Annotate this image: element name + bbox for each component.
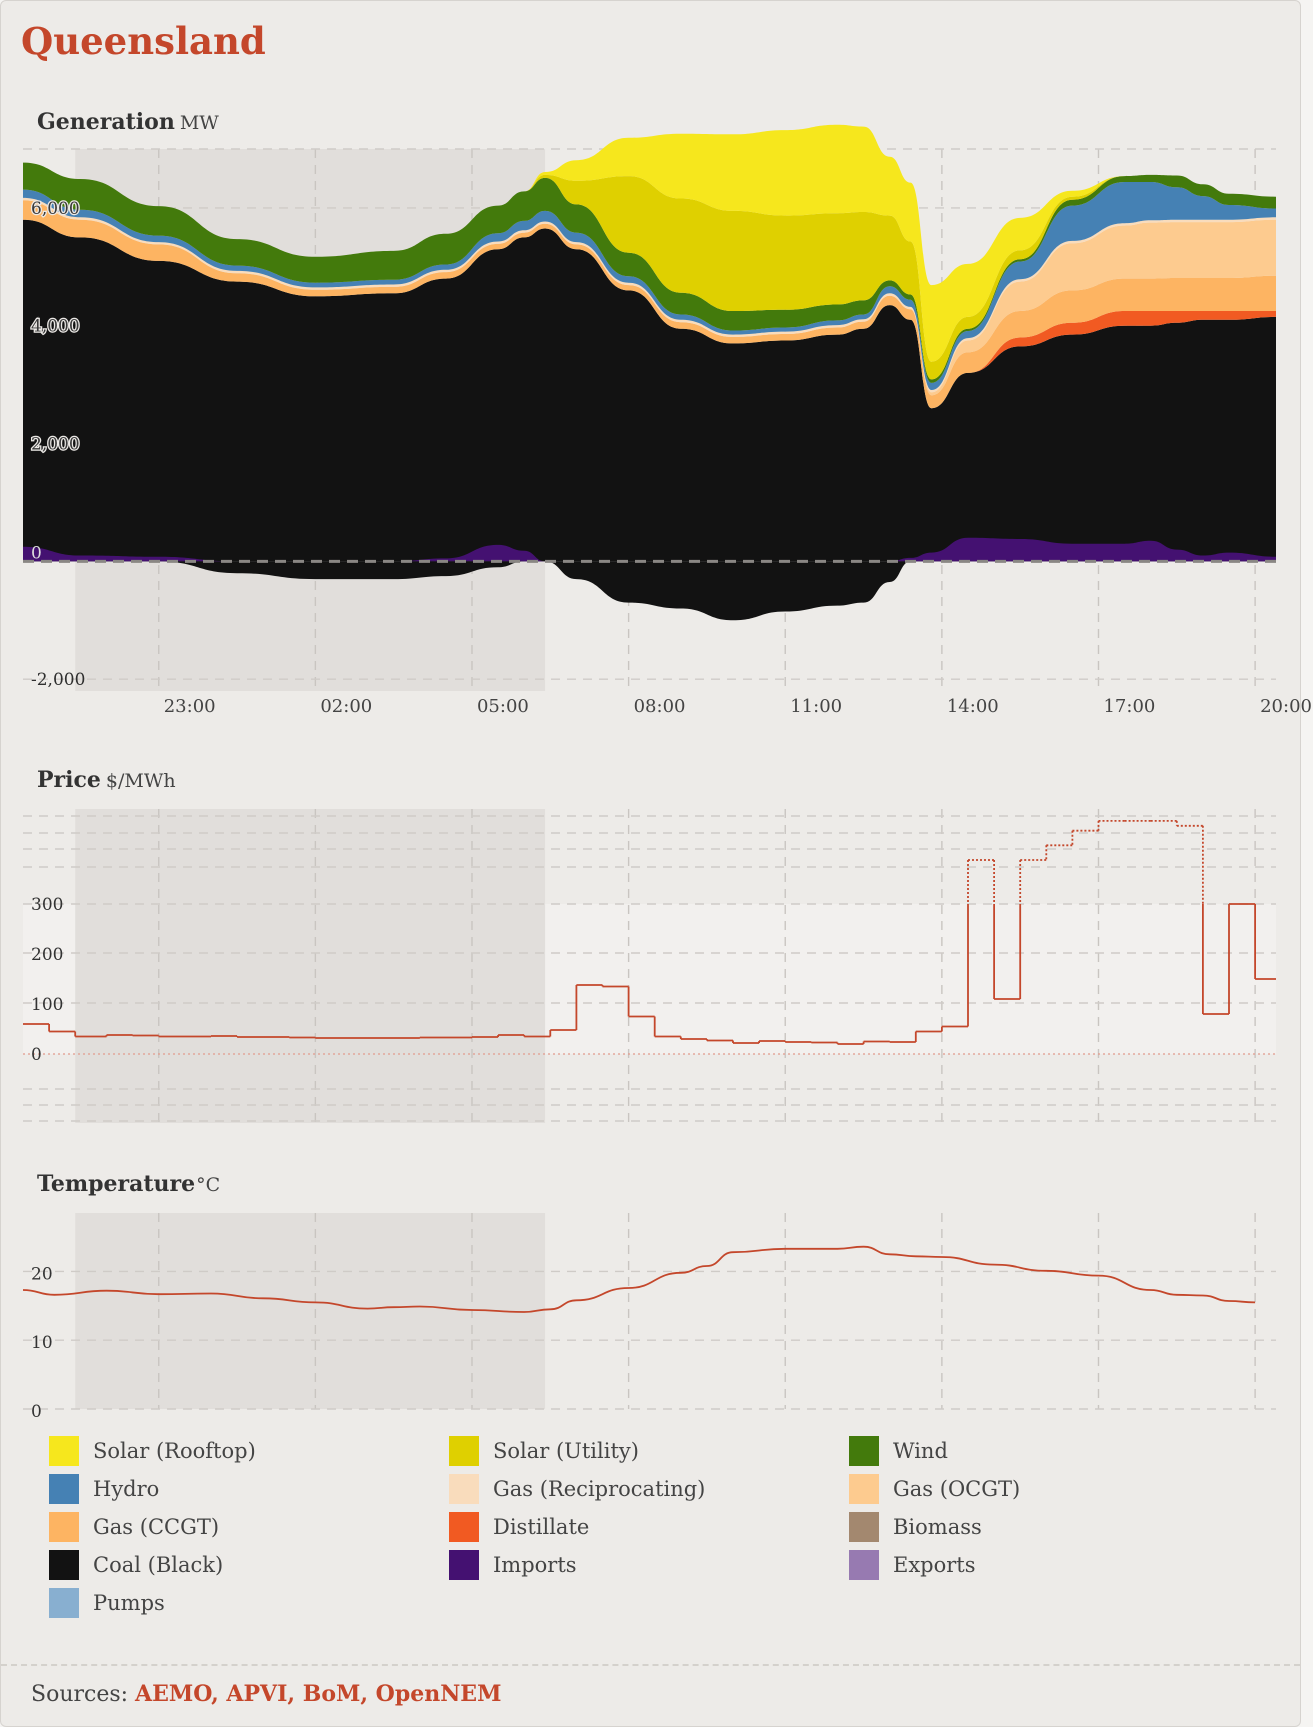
legend-label: Distillate bbox=[493, 1515, 590, 1539]
series-hydro-area bbox=[23, 182, 1276, 390]
legend-item[interactable]: Exports bbox=[849, 1549, 976, 1581]
sources-label: Sources: bbox=[31, 1682, 129, 1707]
series-coal-black-area bbox=[23, 219, 1276, 562]
price-chart-title: Price $/MWh bbox=[37, 767, 176, 793]
series-gas-ocgt-area bbox=[23, 200, 1276, 396]
generation-x-tick-label: 23:00 bbox=[164, 696, 216, 717]
sources: Sources: AEMO, APVI, BoM, OpenNEM bbox=[31, 1681, 501, 1707]
legend-item[interactable]: Imports bbox=[449, 1549, 577, 1581]
legend-item[interactable]: Coal (Black) bbox=[49, 1549, 223, 1581]
legend-swatch bbox=[849, 1474, 879, 1504]
legend-swatch bbox=[849, 1512, 879, 1542]
legend-swatch bbox=[49, 1588, 79, 1618]
generation-x-tick-label: 11:00 bbox=[790, 696, 842, 717]
generation-y-tick-label: 6,000 bbox=[31, 199, 80, 219]
legend-swatch bbox=[449, 1436, 479, 1466]
generation-title-text: Generation bbox=[37, 109, 175, 135]
legend-item[interactable]: Solar (Utility) bbox=[449, 1435, 639, 1467]
legend-item[interactable]: Hydro bbox=[49, 1473, 159, 1505]
price-y-tick-label: 200 bbox=[31, 945, 63, 965]
legend-label: Biomass bbox=[893, 1515, 982, 1539]
series-exports-area bbox=[23, 561, 1276, 621]
temperature-y-tick-label: 20 bbox=[31, 1264, 53, 1284]
legend-label: Exports bbox=[893, 1553, 976, 1577]
legend-label: Gas (CCGT) bbox=[93, 1515, 220, 1539]
price-unit: $/MWh bbox=[105, 770, 176, 792]
generation-chart-title: Generation MW bbox=[37, 109, 219, 135]
legend-swatch bbox=[49, 1474, 79, 1504]
series-solar-utility-area bbox=[23, 162, 1276, 380]
series-solar-rooftop-area bbox=[23, 124, 1276, 362]
generation-x-tick-label: 14:00 bbox=[947, 696, 999, 717]
legend-label: Gas (OCGT) bbox=[893, 1477, 1021, 1501]
legend-item[interactable]: Biomass bbox=[849, 1511, 982, 1543]
generation-x-tick-label: 17:00 bbox=[1103, 696, 1155, 717]
legend: Solar (Rooftop) Solar (Utility) Wind Hydro G… bbox=[49, 1435, 1289, 1625]
legend-label: Pumps bbox=[93, 1591, 165, 1615]
temperature-line bbox=[22, 1245, 1256, 1313]
generation-x-tick-label: 08:00 bbox=[634, 696, 686, 717]
legend-swatch bbox=[49, 1550, 79, 1580]
temperature-y-tick-label: 10 bbox=[31, 1333, 53, 1353]
region-title: Queensland bbox=[21, 19, 266, 63]
generation-y-tick-label: 4,000 bbox=[31, 317, 80, 337]
legend-item[interactable]: Gas (OCGT) bbox=[849, 1473, 1020, 1505]
sources-divider bbox=[1, 1664, 1300, 1666]
price-night-shade bbox=[75, 809, 546, 1123]
price-line bbox=[23, 903, 1276, 1045]
sources-links[interactable]: AEMO, APVI, BoM, OpenNEM bbox=[135, 1681, 502, 1707]
series-gas-reciprocating-area bbox=[23, 197, 1276, 393]
temperature-chart-title: Temperature°C bbox=[37, 1171, 220, 1197]
charts-canvas[interactable]: 6,000 4,000 2,000 0 -2,000 23:00 02:00 05:00 08:… bbox=[1, 1, 1312, 1431]
temperature-title-text: Temperature bbox=[37, 1171, 196, 1197]
generation-x-tick-label: 05:00 bbox=[477, 696, 529, 717]
legend-label: Hydro bbox=[93, 1477, 160, 1501]
legend-label: Coal (Black) bbox=[93, 1553, 224, 1577]
price-title-text: Price bbox=[37, 767, 101, 793]
legend-item[interactable]: Solar (Rooftop) bbox=[49, 1435, 256, 1467]
legend-item[interactable]: Distillate bbox=[449, 1511, 589, 1543]
temperature-y-tick-label: 0 bbox=[31, 1402, 42, 1422]
price-y-tick-label: 100 bbox=[31, 995, 63, 1015]
temperature-night-shade bbox=[75, 1213, 546, 1409]
legend-label: Wind bbox=[893, 1439, 948, 1463]
series-imports-area bbox=[23, 537, 1276, 562]
price-y-tick-label: 300 bbox=[31, 895, 63, 915]
legend-swatch bbox=[449, 1550, 479, 1580]
series-gas-ccgt-area bbox=[23, 200, 1276, 409]
price-y-tick-label: 0 bbox=[31, 1045, 42, 1065]
legend-swatch bbox=[849, 1436, 879, 1466]
legend-swatch bbox=[49, 1436, 79, 1466]
series-wind-area bbox=[23, 162, 1276, 383]
legend-label: Gas (Reciprocating) bbox=[493, 1477, 706, 1501]
legend-swatch bbox=[449, 1474, 479, 1504]
legend-swatch bbox=[49, 1512, 79, 1542]
legend-item[interactable]: Gas (CCGT) bbox=[49, 1511, 219, 1543]
generation-y-tick-label: 0 bbox=[31, 543, 42, 563]
temperature-unit: °C bbox=[196, 1174, 221, 1196]
generation-y-tick-label: 2,000 bbox=[31, 435, 80, 455]
price-line-above-break bbox=[967, 820, 1204, 904]
generation-y-tick-label: -2,000 bbox=[31, 670, 85, 690]
legend-swatch bbox=[449, 1512, 479, 1542]
legend-item[interactable]: Pumps bbox=[49, 1587, 165, 1619]
legend-label: Solar (Rooftop) bbox=[93, 1439, 256, 1463]
legend-label: Solar (Utility) bbox=[493, 1439, 639, 1463]
generation-unit: MW bbox=[179, 112, 219, 134]
generation-x-tick-label: 20:00 bbox=[1260, 696, 1312, 717]
generation-x-tick-label: 02:00 bbox=[320, 696, 372, 717]
legend-item[interactable]: Wind bbox=[849, 1435, 948, 1467]
legend-item[interactable]: Gas (Reciprocating) bbox=[449, 1473, 705, 1505]
legend-label: Imports bbox=[493, 1553, 577, 1577]
legend-swatch bbox=[849, 1550, 879, 1580]
